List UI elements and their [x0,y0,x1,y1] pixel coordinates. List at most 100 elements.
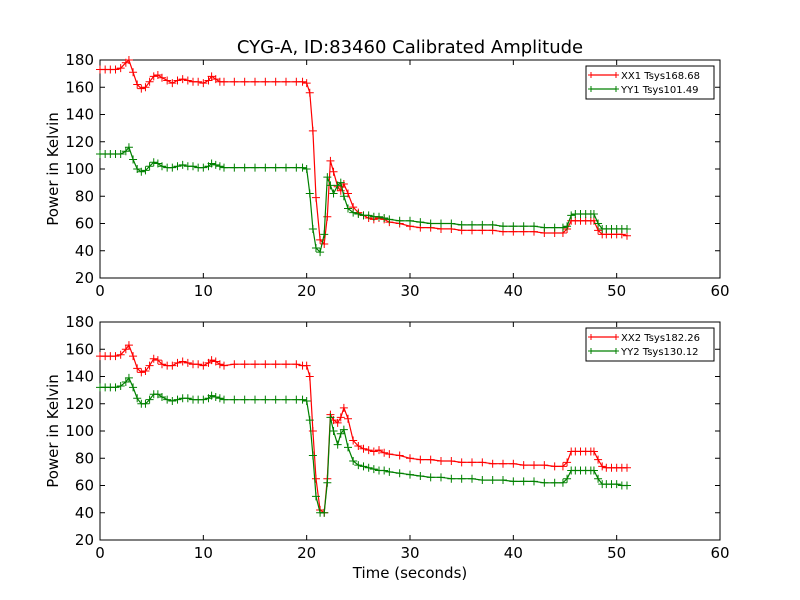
data-point [385,450,394,459]
data-point [540,223,549,232]
x-tick-label: 10 [194,544,213,562]
data-point [133,80,142,89]
data-point [163,395,172,404]
x-tick-label: 30 [400,544,419,562]
data-point [509,222,518,231]
data-point [211,392,220,401]
data-point [550,478,559,487]
data-point [183,76,192,85]
x-tick-label: 60 [710,544,729,562]
data-point [530,222,538,231]
data-point [173,162,182,171]
data-point [111,352,120,361]
data-point [251,163,259,172]
data-point [364,463,373,472]
data-point [133,394,142,403]
data-point [594,226,603,235]
data-point [137,368,146,377]
data-point [567,211,576,220]
y-tick-label: 140 [65,368,94,386]
data-point [550,462,559,471]
data-point [271,163,280,172]
data-point [129,68,138,77]
data-point [183,394,192,403]
legend-box [585,65,715,100]
data-point [426,455,435,464]
data-point [305,372,314,381]
data-point [168,361,177,370]
data-point [344,189,352,198]
data-point [457,458,466,467]
figure-title: CYG-A, ID:83460 Calibrated Amplitude [237,37,583,58]
data-point [302,361,311,370]
data-point [612,480,621,489]
data-point [339,403,348,412]
data-point [215,360,224,369]
data-point [173,358,182,367]
data-point [240,395,249,404]
data-point [178,160,187,169]
data-point [149,72,158,81]
data-point [344,204,352,213]
data-point [333,418,342,427]
y-tick-label: 160 [65,78,94,96]
data-point [311,492,320,501]
legend-entry: XX2 Tsys182.26 [621,333,700,344]
data-point [111,65,120,74]
data-point [251,77,259,86]
data-point [589,466,598,475]
data-point [261,77,270,86]
x-tick-label: 30 [400,282,419,300]
data-point [385,467,394,476]
data-point [447,474,456,483]
data-point [329,189,338,198]
data-point [359,444,368,453]
legend-box [585,327,715,362]
y-tick-label: 40 [75,242,94,260]
data-point [558,462,567,471]
legend: XX2 Tsys182.26 YY2 Tsys130.12 [585,327,715,362]
legend-marker [588,334,619,340]
series-line [100,376,627,514]
data-point [519,477,528,486]
data-point [354,461,363,470]
data-point [326,413,335,422]
data-point [220,395,228,404]
x-tick-label: 60 [710,282,729,300]
data-point [129,383,138,392]
data-point [153,70,162,79]
data-point [137,167,146,176]
series-yy1 [96,143,631,257]
data-point [336,186,345,195]
data-point [488,220,497,229]
data-point [153,159,162,168]
data-point [207,72,216,81]
data-point [530,461,538,470]
data-point [336,413,345,422]
data-point [111,383,120,392]
data-point [282,395,290,404]
data-point [349,436,358,445]
data-point [302,79,311,88]
data-point [116,350,125,359]
data-point [133,364,142,373]
data-point [145,77,154,86]
data-point [540,461,549,470]
data-point [447,456,456,465]
data-point [530,477,538,486]
data-point [178,357,187,366]
data-point [563,474,572,483]
data-point [395,469,404,478]
data-point [261,360,270,369]
data-point [215,162,224,171]
data-point [189,162,197,171]
data-point [230,395,239,404]
data-point [329,167,338,176]
data-point [240,77,249,86]
data-point [375,446,383,455]
data-point [623,224,631,233]
data-point [121,147,130,156]
data-point [320,230,329,239]
data-point [499,459,507,468]
